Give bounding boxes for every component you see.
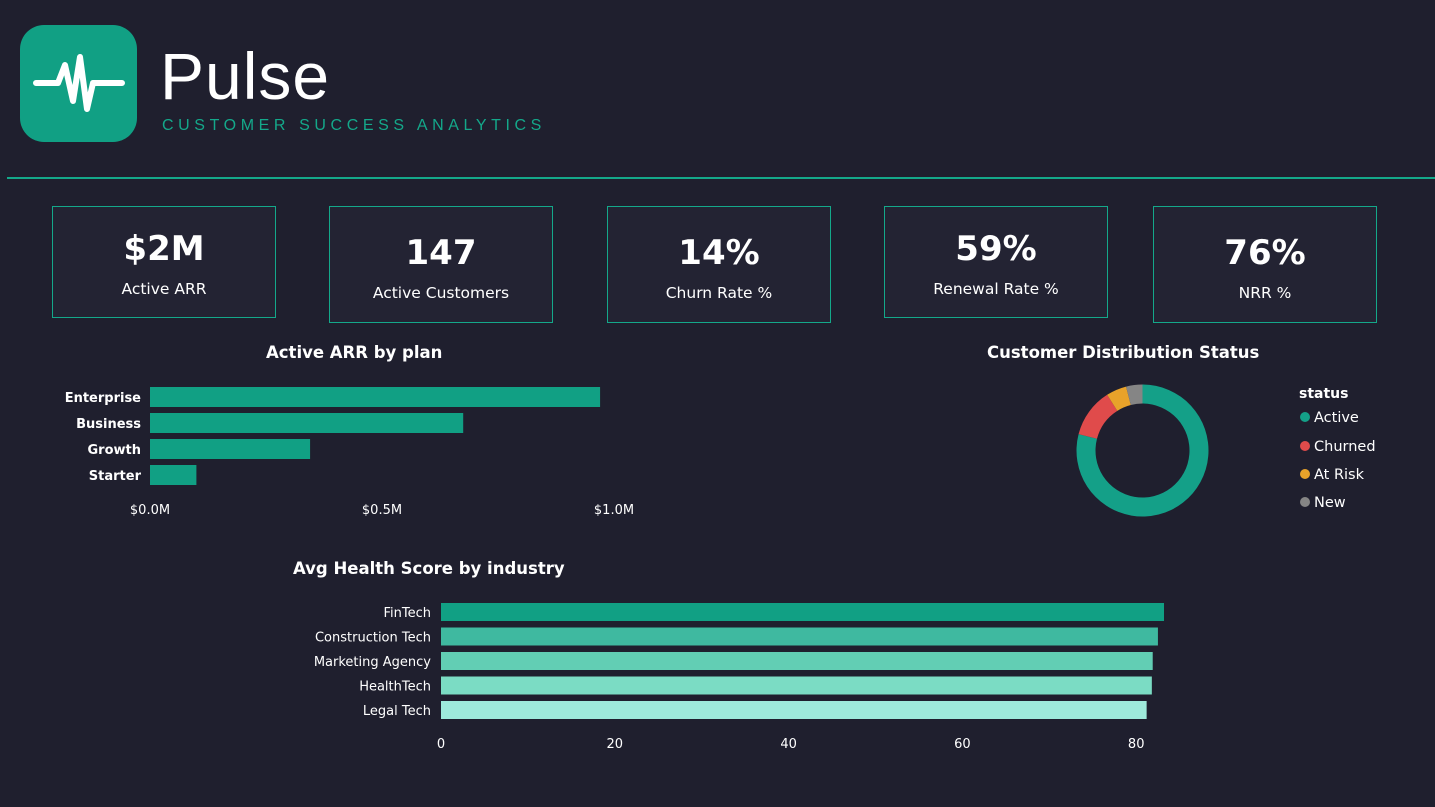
kpi-card-active-arr[interactable]: $2M Active ARR [52,206,276,318]
kpi-value: 59% [955,229,1037,269]
kpi-value: 76% [1224,233,1306,273]
app-logo [20,25,137,142]
legend-dot [1300,412,1310,422]
x-tick-label: 0 [437,737,445,752]
x-tick-label: 20 [607,737,624,752]
x-tick-label: $1.0M [594,503,634,518]
y-tick-label: Growth [88,443,142,458]
kpi-card-renewal-rate[interactable]: 59% Renewal Rate % [884,206,1108,318]
x-tick-label: 40 [780,737,797,752]
legend-label: Active [1314,410,1359,426]
kpi-card-churn-rate[interactable]: 14% Churn Rate % [607,206,831,323]
bar-legal-tech [441,701,1147,719]
bar-marketing-agency [441,652,1153,670]
health-score-chart[interactable]: FinTech Construction Tech Marketing Agency… [0,590,1200,760]
bar-starter [150,465,197,485]
donut-slice-new [1126,384,1143,405]
bar-fintech [441,603,1165,621]
arr-by-plan-chart[interactable]: Enterprise Business Growth Starter $0.0M $0.5… [0,370,700,530]
legend-label: Churned [1314,439,1376,455]
header-divider [7,177,1435,179]
y-tick-label: Enterprise [65,391,141,406]
bar-enterprise [150,387,601,407]
kpi-value: 147 [405,233,477,273]
legend-dot [1300,469,1310,479]
heartbeat-pulse-icon [33,54,125,112]
bar-business [150,413,464,433]
x-tick-label: $0.0M [130,503,170,518]
kpi-value: $2M [123,229,205,269]
kpi-label: Active ARR [121,280,207,298]
y-tick-label: FinTech [384,606,432,621]
donut-slice-at-risk [1107,386,1131,411]
kpi-label: Renewal Rate % [933,280,1059,298]
y-tick-label: HealthTech [359,680,431,695]
legend-label: At Risk [1314,467,1365,483]
y-tick-label: Starter [89,469,142,484]
bar-growth [150,439,311,459]
x-tick-label: $0.5M [362,503,402,518]
y-tick-label: Marketing Agency [314,655,431,670]
kpi-label: Active Customers [372,284,510,302]
kpi-value: 14% [678,233,760,273]
legend-title: status [1299,386,1349,402]
x-tick-label: 80 [1128,737,1145,752]
chart-title-customer-distribution: Customer Distribution Status [987,343,1260,362]
kpi-label: NRR % [1238,284,1292,302]
bar-construction-tech [441,627,1158,646]
bar-healthtech [441,676,1152,695]
kpi-card-nrr[interactable]: 76% NRR % [1153,206,1377,323]
donut-slice-churned [1078,394,1118,439]
kpi-label: Churn Rate % [665,284,773,302]
legend-label: New [1314,495,1346,511]
legend-item-new[interactable]: New [1300,495,1346,511]
legend-item-at-risk[interactable]: At Risk [1300,467,1364,483]
y-tick-label: Legal Tech [363,704,431,719]
chart-title-arr-by-plan: Active ARR by plan [266,343,443,362]
legend-dot [1300,497,1310,507]
legend-item-active[interactable]: Active [1300,410,1359,426]
app-title: Pulse [160,39,331,113]
legend-item-churned[interactable]: Churned [1300,439,1376,455]
y-tick-label: Business [76,417,141,432]
y-tick-label: Construction Tech [315,631,431,646]
legend-dot [1300,441,1310,451]
customer-distribution-donut[interactable] [1070,380,1215,525]
app-subtitle: CUSTOMER SUCCESS ANALYTICS [162,117,546,134]
kpi-card-active-customers[interactable]: 147 Active Customers [329,206,553,323]
x-tick-label: 60 [954,737,971,752]
chart-title-health-score: Avg Health Score by industry [293,559,565,578]
